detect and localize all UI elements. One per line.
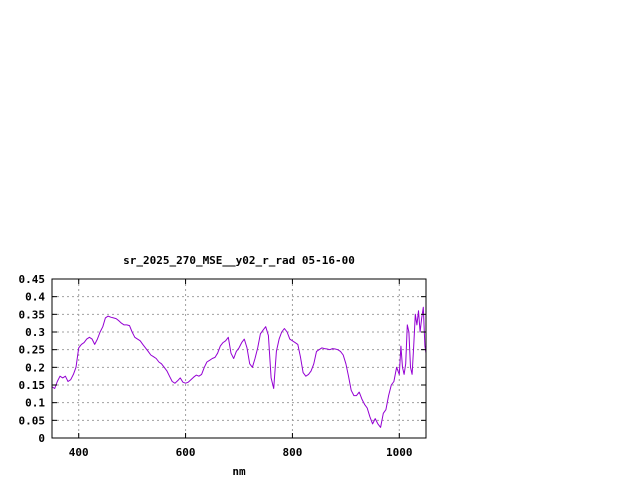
y-tick-label: 0.45 — [19, 273, 46, 286]
y-tick-label: 0.2 — [25, 361, 45, 374]
series-line-0 — [51, 306, 427, 428]
y-tick-label: 0.3 — [25, 326, 45, 339]
y-tick-label: 0.05 — [19, 414, 46, 427]
x-tick-label: 600 — [176, 446, 196, 459]
y-tick-label: 0.1 — [25, 397, 45, 410]
y-tick-label: 0.4 — [25, 291, 45, 304]
x-tick-labels: 400 600 800 1000 — [69, 446, 413, 459]
plot-frame — [51, 278, 427, 439]
chart-title: sr_2025_270_MSE__y02_r_rad 05-16-00 — [123, 254, 355, 267]
tick-layer — [52, 278, 426, 439]
x-tick-label: 1000 — [386, 446, 413, 459]
x-tick-label: 800 — [282, 446, 302, 459]
series-layer — [51, 306, 427, 428]
y-tick-label: 0.15 — [19, 379, 46, 392]
x-axis-label: nm — [232, 465, 246, 478]
y-tick-labels: 0 0.05 0.1 0.15 0.2 0.25 0.3 0.35 0.4 0.45 — [19, 273, 46, 445]
x-tick-label: 400 — [69, 446, 89, 459]
y-tick-label: 0.35 — [19, 308, 46, 321]
grid-layer — [52, 279, 426, 438]
y-tick-label: 0.25 — [19, 344, 46, 357]
y-tick-label: 0 — [38, 432, 45, 445]
